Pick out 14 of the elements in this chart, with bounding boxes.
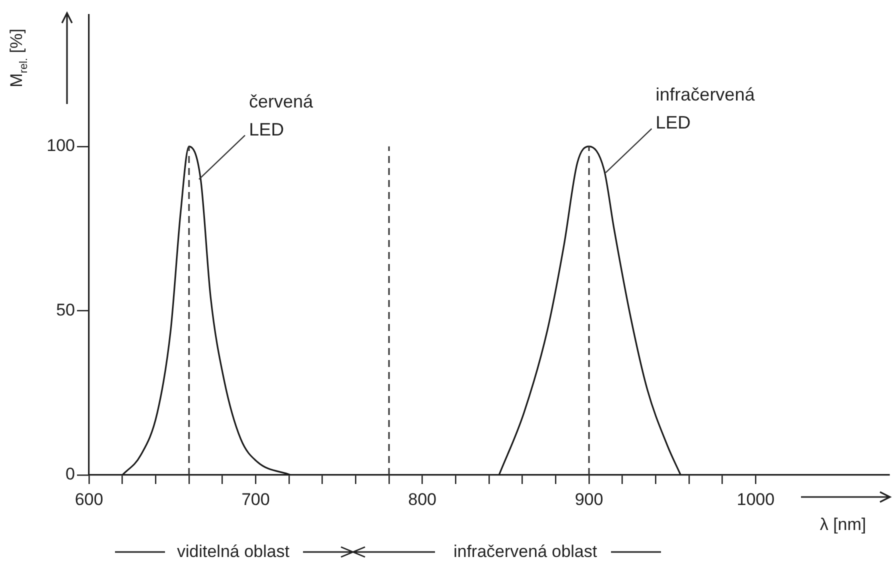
x-tick-label: 700 bbox=[241, 490, 270, 509]
y-axis-title: Mrel. [%] bbox=[7, 28, 30, 88]
text: viditelná oblast bbox=[177, 542, 290, 562]
text: infračervená oblast bbox=[453, 542, 598, 562]
annotation: červená LED bbox=[249, 91, 314, 140]
y-tick-label: 50 bbox=[56, 300, 75, 320]
x-tick-label: 1000 bbox=[736, 490, 775, 509]
x-tick-label: 800 bbox=[408, 490, 437, 509]
annotation: infračervená LED bbox=[656, 84, 756, 133]
y-tick-label: 0 bbox=[66, 464, 75, 484]
x-tick-label: 600 bbox=[74, 490, 104, 509]
x-axis-title: λ [nm] bbox=[820, 515, 866, 534]
y-tick-label: 100 bbox=[46, 136, 75, 156]
x-tick-label: 900 bbox=[574, 490, 604, 509]
